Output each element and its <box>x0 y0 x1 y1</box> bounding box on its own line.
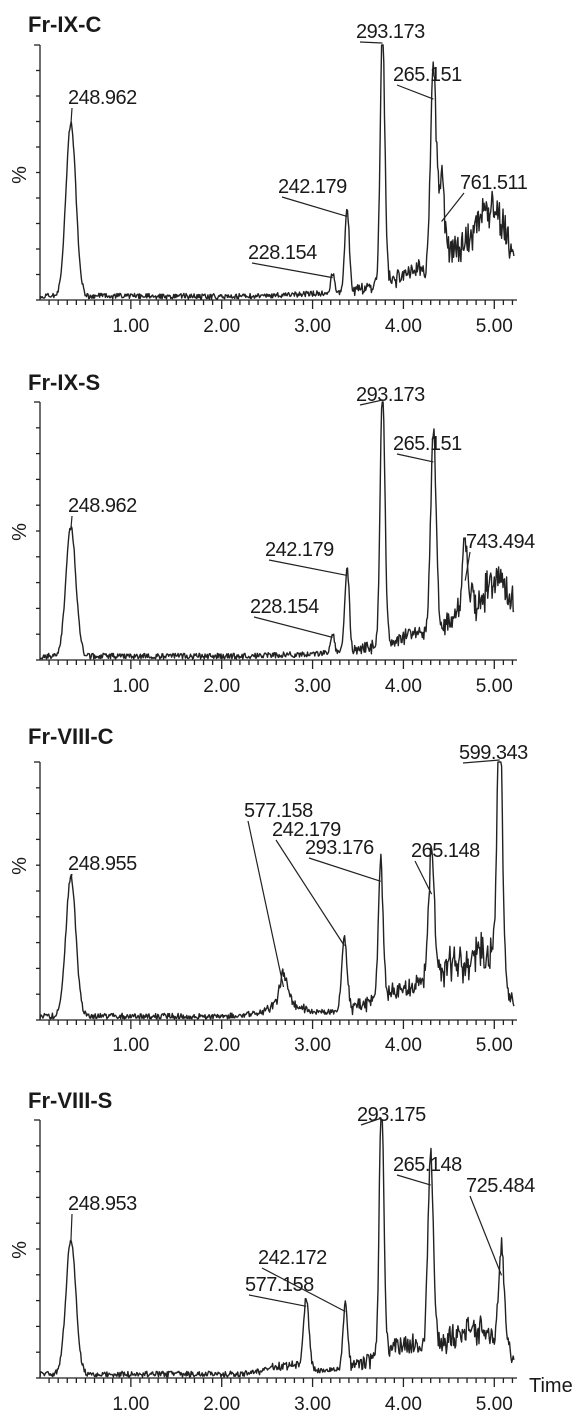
peak-leader-line <box>70 1213 73 1242</box>
peak-leader-line <box>464 551 471 581</box>
peak-leader-line <box>360 1117 382 1126</box>
x-tick-label: 5.00 <box>476 1394 513 1415</box>
peak-leader-line <box>359 41 383 44</box>
peak-leader-line <box>70 873 73 879</box>
chart-panel-1: Fr-IX-C% 1.00 2.00 3.00 4.00 5.00 248.962 228.1… <box>9 12 528 337</box>
peak-leader-line <box>281 196 348 217</box>
peak-label: 242.172 <box>258 1247 327 1269</box>
peak-label: 761.511 <box>460 172 528 194</box>
peak-leader-line <box>70 515 73 530</box>
peak-label: 293.173 <box>356 384 425 406</box>
x-tick-label: 5.00 <box>476 1035 513 1056</box>
peak-label: 265.151 <box>393 64 462 86</box>
y-axis-label: % <box>9 166 31 184</box>
chromatogram-trace <box>39 401 515 660</box>
peak-leader-line <box>308 857 381 882</box>
peak-label: 248.962 <box>68 495 137 517</box>
x-tick-label: 3.00 <box>294 1035 331 1056</box>
x-tick-label: 2.00 <box>203 1035 240 1056</box>
peak-label: 293.173 <box>356 21 425 43</box>
x-tick-label: 1.00 <box>112 316 149 337</box>
x-tick-label: 5.00 <box>476 676 513 697</box>
x-tick-label: 4.00 <box>385 1035 422 1056</box>
peak-leader-line <box>251 262 333 279</box>
peak-label: 248.955 <box>68 853 137 875</box>
peak-leader-line <box>359 399 383 406</box>
y-axis-label: % <box>9 523 31 541</box>
peak-leader-line <box>414 860 433 895</box>
chromatogram-trace <box>39 44 515 300</box>
peak-label: 599.343 <box>459 742 528 764</box>
peak-leader-line <box>396 453 434 463</box>
panel-title: Fr-IX-C <box>28 12 101 37</box>
peak-leader-line <box>253 616 333 638</box>
x-tick-label: 2.00 <box>203 1394 240 1415</box>
x-tick-label: 2.00 <box>203 676 240 697</box>
x-tick-label: 1.00 <box>112 1394 149 1415</box>
peak-label: 242.179 <box>272 819 341 841</box>
peak-label: 242.179 <box>278 176 347 198</box>
x-axis-label: Time <box>529 1375 573 1397</box>
x-tick-label: 3.00 <box>294 316 331 337</box>
peak-leader-line <box>396 84 434 100</box>
peak-label: 228.154 <box>248 242 317 264</box>
peak-label: 228.154 <box>250 596 319 618</box>
peak-label: 293.176 <box>305 837 374 859</box>
peak-label: 242.179 <box>265 539 334 561</box>
y-axis-label: % <box>9 857 31 875</box>
peak-label: 577.158 <box>245 1274 314 1296</box>
peak-leader-line <box>268 559 348 577</box>
y-axis-label: % <box>9 1241 31 1259</box>
peak-label: 265.148 <box>393 1154 462 1176</box>
peak-leader-line <box>248 1294 307 1307</box>
x-tick-label: 4.00 <box>385 1394 422 1415</box>
peak-leader-line <box>261 1267 346 1313</box>
peak-leader-line <box>441 192 465 222</box>
x-tick-label: 4.00 <box>385 316 422 337</box>
x-tick-label: 1.00 <box>112 1035 149 1056</box>
x-tick-label: 2.00 <box>203 316 240 337</box>
peak-leader-line <box>396 1174 431 1186</box>
peak-label: 577.158 <box>244 800 313 822</box>
chart-panel-4: Fr-VIII-S% 1.00 2.00 3.00 4.00 5.00 Time 248.95… <box>9 1088 573 1415</box>
x-tick-label: 3.00 <box>294 1394 331 1415</box>
peak-leader-line <box>462 759 500 764</box>
peak-label: 743.494 <box>466 531 535 553</box>
x-tick-label: 4.00 <box>385 676 422 697</box>
peak-leader-line <box>275 839 345 947</box>
peak-label: 248.953 <box>68 1193 137 1215</box>
x-tick-label: 3.00 <box>294 676 331 697</box>
peak-leader-line <box>70 107 73 125</box>
chart-panel-2: Fr-IX-S% 1.00 2.00 3.00 4.00 5.00 248.962 228.1… <box>9 370 536 697</box>
peak-label: 265.151 <box>393 433 462 455</box>
chart-panel-3: Fr-VIII-C% 1.00 2.00 3.00 4.00 5.00 248.955 577… <box>9 724 529 1056</box>
panel-title: Fr-IX-S <box>28 370 100 395</box>
peak-label: 725.484 <box>466 1175 535 1197</box>
x-tick-label: 1.00 <box>112 676 149 697</box>
panel-title: Fr-VIII-C <box>28 724 114 749</box>
chromatogram-trace <box>39 761 515 1020</box>
peak-leader-line <box>247 820 285 988</box>
x-tick-label: 5.00 <box>476 316 513 337</box>
peak-label: 248.962 <box>68 87 137 109</box>
panel-title: Fr-VIII-S <box>28 1088 112 1113</box>
chromatogram-trace <box>39 1119 515 1378</box>
peak-leader-line <box>469 1195 503 1276</box>
peak-label: 265.148 <box>411 840 480 862</box>
